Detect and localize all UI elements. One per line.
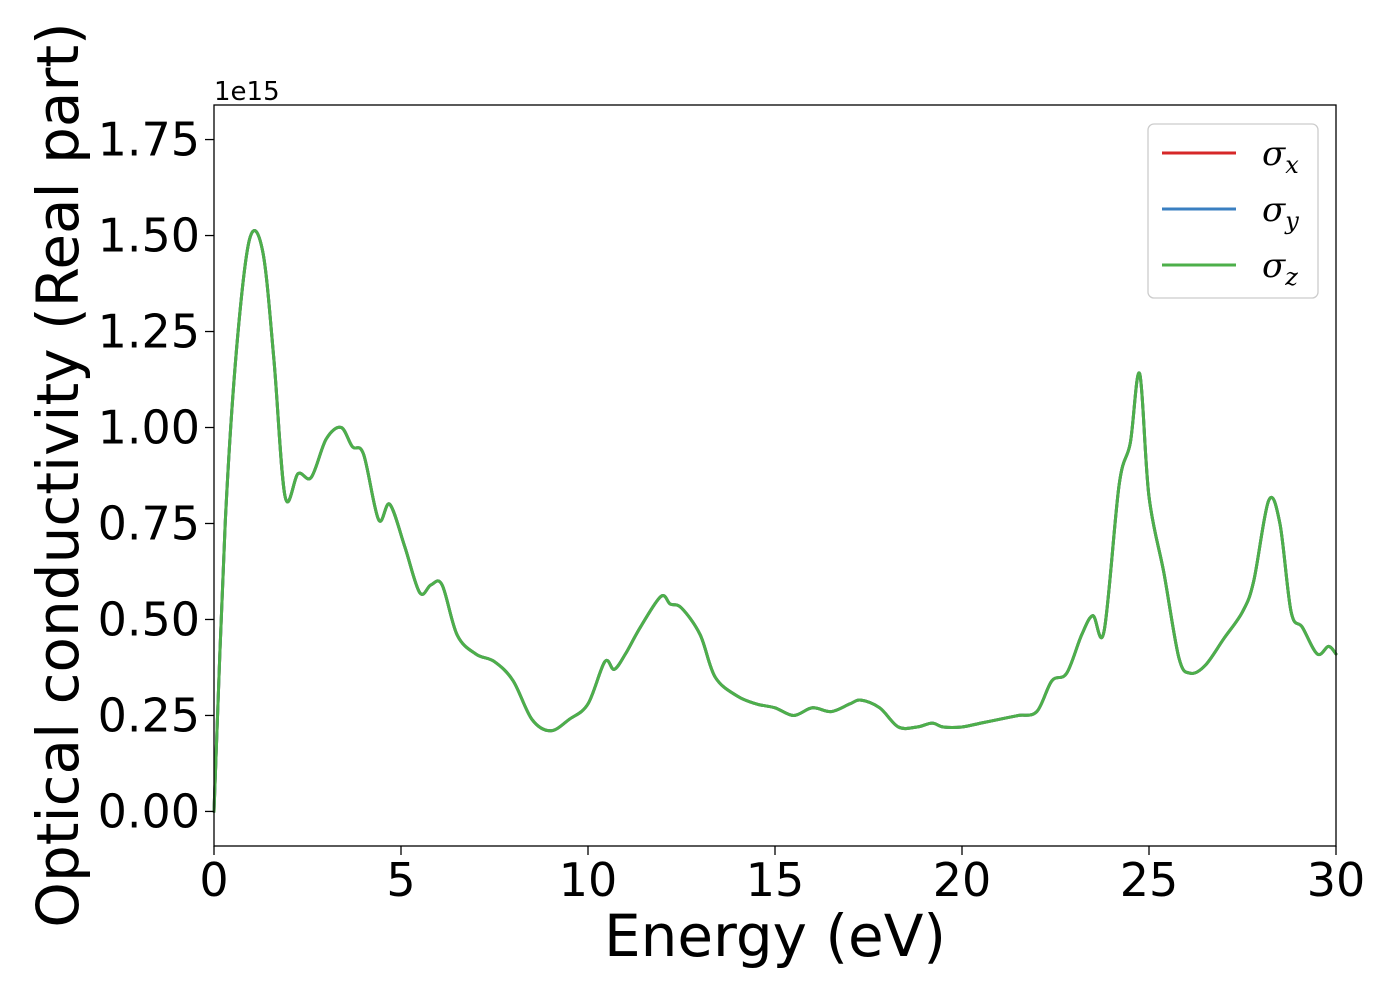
y-tick-label: 0.00 [98, 784, 200, 838]
x-tick-label: 15 [746, 853, 805, 907]
legend-label: σz [1262, 246, 1298, 291]
x-tick-label: 25 [1120, 853, 1179, 907]
sigma-z-line [212, 228, 1338, 813]
y-axis-ticks: 0.00 0.25 0.50 0.75 1.00 1.25 1.50 1.75 [98, 113, 214, 838]
legend-label: σy [1262, 190, 1299, 235]
y-tick-label: 0.50 [98, 592, 200, 646]
x-axis-label: Energy (eV) [604, 902, 946, 970]
y-tick-label: 0.75 [98, 496, 200, 550]
y-tick-label: 0.25 [98, 688, 200, 742]
y-tick-label: 1.50 [98, 209, 200, 263]
y-offset-label: 1e15 [214, 77, 280, 107]
legend-box [1147, 123, 1319, 299]
x-axis-ticks: 0 5 10 15 20 25 30 [199, 846, 1365, 907]
series-layer [212, 228, 1338, 813]
x-tick-label: 0 [199, 853, 228, 907]
x-tick-label: 5 [386, 853, 415, 907]
x-tick-label: 10 [559, 853, 618, 907]
legend-label: σx [1262, 134, 1299, 179]
x-tick-label: 20 [933, 853, 992, 907]
legend: σx σy σz [1147, 123, 1319, 299]
y-tick-label: 1.75 [98, 113, 200, 167]
y-tick-label: 1.25 [98, 305, 200, 359]
y-tick-label: 1.00 [98, 401, 200, 455]
x-tick-label: 30 [1307, 853, 1366, 907]
y-axis-label: Optical conductivity (Real part) [24, 22, 92, 927]
